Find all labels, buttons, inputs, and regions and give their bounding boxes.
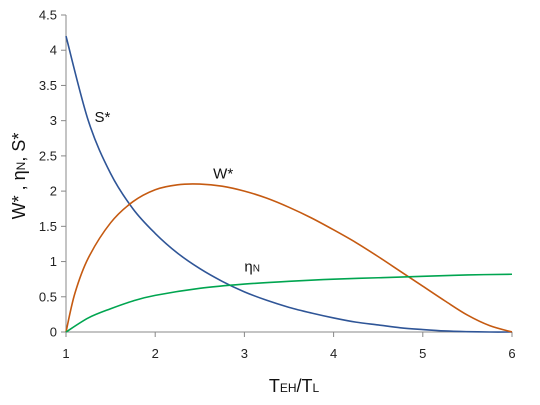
y-tick-label: 0 bbox=[50, 325, 57, 340]
y-axis-title: W* , ηN, S* bbox=[9, 133, 29, 220]
label-s-star: S* bbox=[95, 109, 111, 126]
label-w-star: W* bbox=[213, 165, 233, 182]
series-layer bbox=[65, 35, 513, 333]
series-s-star-line bbox=[65, 35, 513, 333]
annotations: S* W* ηN bbox=[95, 109, 260, 275]
series-eta-n-line bbox=[65, 273, 513, 333]
y-tick-label: 1 bbox=[50, 254, 57, 269]
y-tick-label: 3 bbox=[50, 113, 57, 128]
y-tick-label: 2.5 bbox=[39, 148, 57, 163]
y-tick-label: 3.5 bbox=[39, 78, 57, 93]
x-tick-label: 5 bbox=[419, 346, 426, 361]
y-tick-label: 0.5 bbox=[39, 289, 57, 304]
x-tick-label: 1 bbox=[62, 346, 69, 361]
label-eta-n: ηN bbox=[244, 258, 260, 275]
x-tick-label: 6 bbox=[508, 346, 515, 361]
x-tick-label: 2 bbox=[152, 346, 159, 361]
x-tick-label: 3 bbox=[241, 346, 248, 361]
y-tick-label: 4 bbox=[50, 43, 57, 58]
y-tick-label: 1.5 bbox=[39, 219, 57, 234]
series-w-star-line bbox=[65, 183, 513, 333]
y-tick-label: 2 bbox=[50, 184, 57, 199]
x-tick-label: 4 bbox=[330, 346, 337, 361]
x-axis-title: TEH/TL bbox=[269, 376, 320, 396]
axes: 0 0.5 1 1.5 2 2.5 3 3.5 4 4.5 1 2 3 4 5 6 bbox=[39, 8, 516, 362]
y-tick-label: 4.5 bbox=[39, 8, 57, 23]
